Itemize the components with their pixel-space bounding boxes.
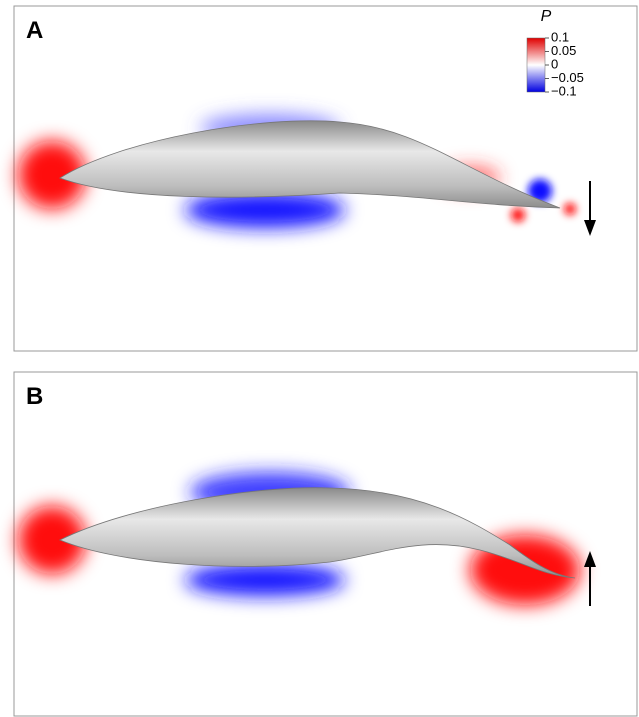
legend-title: P	[541, 8, 552, 25]
colorbar	[527, 38, 545, 92]
colorbar-tick-label: −0.1	[551, 83, 577, 98]
panel-label: A	[26, 17, 43, 44]
panel-label: B	[26, 383, 43, 410]
figure: A P 0.10.050−0.05−0.1 B	[0, 0, 639, 717]
